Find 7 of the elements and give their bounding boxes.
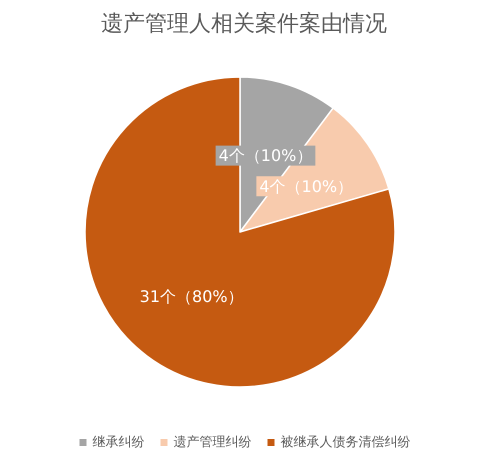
legend-label: 被继承人债务清偿纠纷 xyxy=(280,435,410,450)
chart-title: 遗产管理人相关案件案由情况 xyxy=(101,12,387,36)
data-label: 31个（80%） xyxy=(140,286,244,306)
legend-label: 遗产管理纠纷 xyxy=(174,435,252,450)
data-label: 4个（10%） xyxy=(259,176,354,196)
data-label: 4个（10%） xyxy=(218,146,312,166)
legend-label: 继承纠纷 xyxy=(92,435,144,450)
